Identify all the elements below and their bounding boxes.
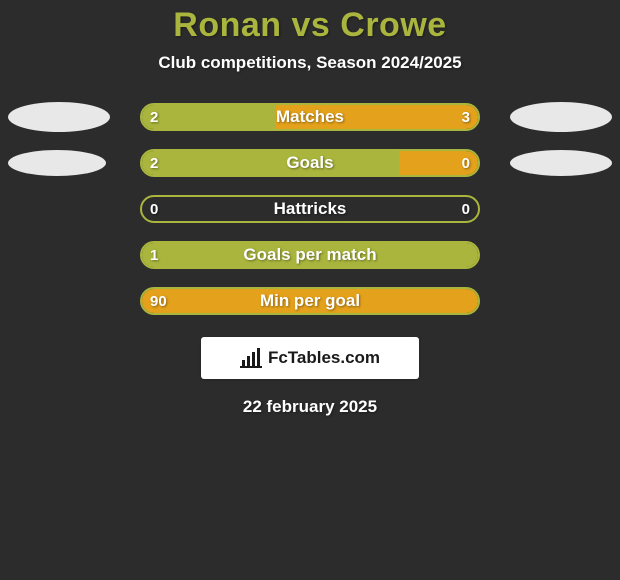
bar-track	[140, 241, 480, 269]
stat-row: Hattricks00	[0, 195, 620, 223]
bar-value-left: 90	[150, 287, 167, 315]
bar-fill-left	[142, 243, 478, 267]
bar-track	[140, 195, 480, 223]
bar-value-left: 0	[150, 195, 158, 223]
page-subtitle: Club competitions, Season 2024/2025	[158, 53, 461, 73]
bar-fill-right	[142, 289, 478, 313]
player-puck-left	[8, 150, 106, 176]
stat-row: Matches23	[0, 103, 620, 131]
player-puck-right	[510, 150, 612, 176]
bar-value-right: 3	[462, 103, 470, 131]
bar-value-left: 2	[150, 103, 158, 131]
bar-fill-right	[276, 105, 478, 129]
bar-value-left: 2	[150, 149, 158, 177]
bar-value-right: 0	[462, 195, 470, 223]
date-text: 22 february 2025	[243, 397, 377, 417]
barchart-icon	[240, 348, 264, 368]
bar-value-right: 0	[462, 149, 470, 177]
player-puck-right	[510, 102, 612, 132]
stat-row: Goals20	[0, 149, 620, 177]
bar-fill-left	[142, 105, 276, 129]
stat-row: Min per goal90	[0, 287, 620, 315]
bar-track	[140, 103, 480, 131]
bar-track	[140, 149, 480, 177]
stat-rows: Matches23Goals20Hattricks00Goals per mat…	[0, 103, 620, 315]
player-puck-left	[8, 102, 110, 132]
page-title: Ronan vs Crowe	[173, 6, 446, 45]
logo-card: FcTables.com	[201, 337, 419, 379]
bar-track	[140, 287, 480, 315]
bar-fill-left	[142, 151, 399, 175]
bar-value-left: 1	[150, 241, 158, 269]
logo-text: FcTables.com	[268, 348, 380, 368]
stat-row: Goals per match1	[0, 241, 620, 269]
comparison-card: Ronan vs Crowe Club competitions, Season…	[0, 0, 620, 580]
